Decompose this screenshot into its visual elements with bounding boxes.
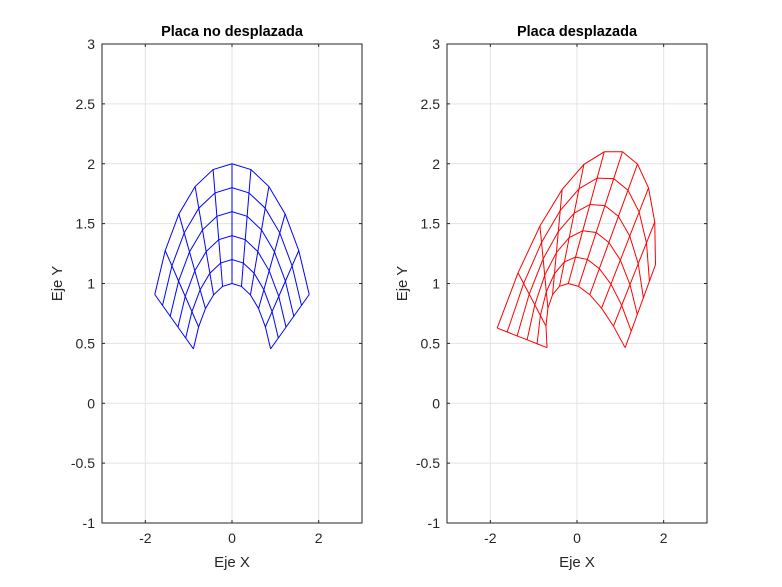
y-tick-label: 1.5 [421, 216, 441, 232]
x-tick-label: -2 [484, 530, 497, 546]
y-tick-label: 3 [87, 36, 95, 52]
mesh-radial-line [539, 225, 549, 309]
mesh-radial-line [164, 250, 200, 328]
y-tick-label: 1.5 [76, 216, 96, 232]
y-tick-label: -0.5 [71, 455, 95, 471]
mesh-radial-line [559, 164, 585, 287]
mesh-radial-line [194, 186, 215, 295]
y-tick-label: 0.5 [421, 335, 441, 351]
x-tick-label: -2 [139, 530, 152, 546]
mesh-radial-line [154, 294, 194, 350]
y-tick-label: 0.5 [76, 335, 96, 351]
mesh-arc-line [496, 151, 657, 329]
x-tick-label: 0 [573, 530, 581, 546]
mesh-arc-line [506, 177, 650, 333]
mesh-radial-line [517, 272, 547, 327]
mesh-radial-line [178, 213, 206, 309]
x-axis-label: Eje X [559, 554, 595, 571]
y-tick-label: 0 [432, 395, 440, 411]
x-tick-label: 2 [660, 530, 668, 546]
y-tick-label: 1 [432, 276, 440, 292]
mesh-radial-line [240, 169, 252, 287]
y-tick-label: 3 [432, 36, 440, 52]
x-tick-label: 2 [315, 530, 323, 546]
y-tick-label: 2.5 [421, 96, 441, 112]
y-tick-label: -1 [428, 515, 441, 531]
mesh-arc-line [545, 282, 626, 348]
mesh-radial-line [578, 151, 623, 287]
y-tick-label: -0.5 [416, 455, 440, 471]
y-tick-label: 2 [432, 156, 440, 172]
y-tick-label: 1 [87, 276, 95, 292]
mesh-radial-line [567, 151, 605, 284]
mesh-radial-line [589, 163, 638, 295]
mesh [154, 163, 310, 350]
chart-title: Placa desplazada [517, 24, 638, 40]
y-axis-label: Eje Y [49, 266, 66, 302]
y-tick-label: 2 [87, 156, 95, 172]
y-tick-label: 0 [87, 395, 95, 411]
mesh-radial-line [249, 186, 270, 295]
mesh-radial-line [496, 327, 548, 349]
mesh [496, 151, 657, 349]
y-tick-label: -1 [83, 515, 96, 531]
y-tick-label: 2.5 [76, 96, 96, 112]
mesh-radial-line [601, 187, 649, 309]
mesh-radial-line [624, 264, 656, 348]
mesh-radial-line [612, 221, 656, 327]
mesh-radial-line [258, 213, 286, 309]
mesh-radial-line [270, 294, 310, 350]
mesh-arc-line [526, 230, 638, 340]
x-axis-label: Eje X [214, 554, 250, 571]
mesh-radial-line [552, 189, 563, 295]
chart-title: Placa no desplazada [161, 24, 304, 40]
subplot-1: -2 0 2 -1 -0.5 0 0.5 1 1.5 2 2.5 3 Placa no desplaza… [49, 24, 363, 571]
x-tick-label: 0 [228, 530, 236, 546]
subplot-2: -2 0 2 -1 -0.5 0 0.5 1 1.5 2 2.5 3 Placa desplazada E… [394, 24, 708, 571]
y-axis-label: Eje Y [394, 266, 411, 302]
mesh-radial-line [264, 250, 300, 328]
mesh-radial-line [212, 169, 224, 287]
